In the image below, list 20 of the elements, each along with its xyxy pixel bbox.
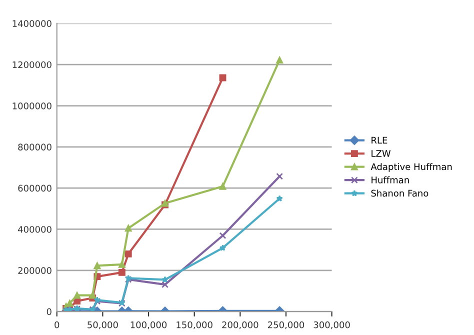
legend-label: LZW: [372, 150, 391, 157]
x-tick-label: 200,000: [222, 321, 258, 330]
y-tick-label: 400000: [18, 226, 52, 233]
legend-label: RLE: [372, 136, 388, 144]
y-tick-label: 600000: [18, 184, 52, 192]
x-tick-label: 100,000: [130, 321, 167, 330]
legend-label: Adaptive Huffman: [370, 163, 452, 172]
x-tick-label: 50,000: [88, 321, 118, 330]
legend-label: Huffman: [372, 176, 409, 184]
x-tick-label: 300,000: [314, 321, 350, 330]
y-tick-label: 1000000: [12, 102, 52, 110]
y-tick-label: 0: [46, 308, 52, 316]
legend-label: Shanon Fano: [371, 190, 428, 197]
y-tick-label: 1400000: [12, 20, 52, 28]
y-tick-label: 800000: [18, 144, 52, 150]
y-tick-label: 1200000: [12, 61, 52, 68]
x-tick-label: 150,000: [176, 321, 212, 330]
y-tick-label: 200000: [18, 267, 52, 274]
x-tick-label: 0: [54, 321, 60, 328]
x-tick-label: 250,000: [268, 321, 304, 330]
